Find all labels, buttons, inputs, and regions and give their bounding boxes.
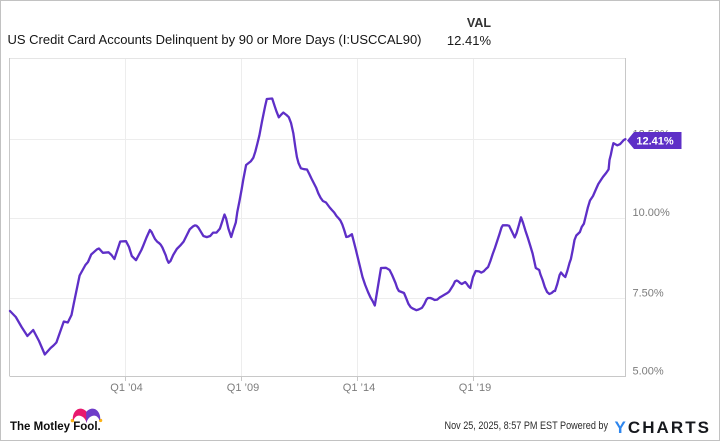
- svg-text:5.00%: 5.00%: [633, 366, 664, 378]
- svg-text:Q1 ’04: Q1 ’04: [110, 382, 142, 394]
- svg-text:12.41%: 12.41%: [636, 136, 674, 148]
- svg-text:Q1 ’09: Q1 ’09: [227, 382, 259, 394]
- svg-text:Q1 ’19: Q1 ’19: [459, 382, 491, 394]
- svg-text:Q1 ’14: Q1 ’14: [343, 382, 375, 394]
- svg-text:7.50%: 7.50%: [633, 288, 664, 300]
- svg-text:10.00%: 10.00%: [633, 207, 671, 219]
